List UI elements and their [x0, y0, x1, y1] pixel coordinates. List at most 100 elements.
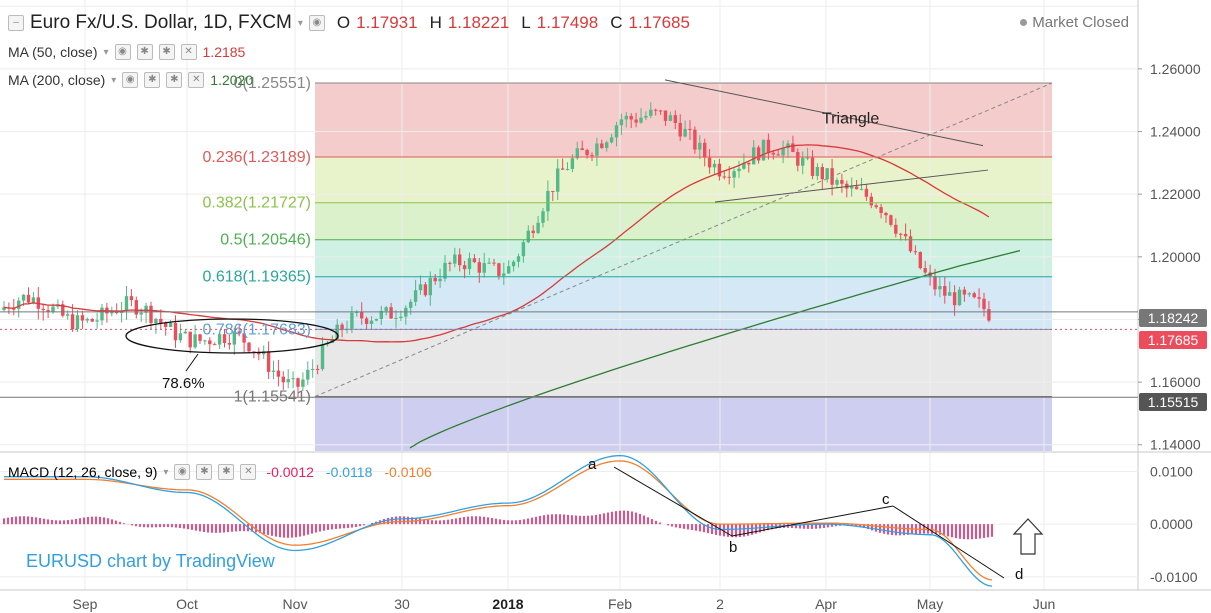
eye-icon[interactable]: ◉	[308, 15, 325, 31]
candle	[786, 140, 790, 158]
candle-body	[634, 119, 638, 123]
candle	[311, 359, 315, 378]
study-name[interactable]: MA (200, close)	[8, 72, 106, 88]
candle	[805, 147, 810, 161]
price-tick-label: 1.24000	[1150, 124, 1201, 140]
candle	[26, 287, 31, 305]
candle-body	[703, 142, 707, 158]
candle-body	[840, 179, 844, 184]
price-label-low: 1.15515	[1139, 393, 1207, 411]
candle	[168, 320, 173, 328]
ma200-line	[409, 249, 1021, 449]
study-ma50[interactable]: MA (50, close) ▾ ◉ ✱ ✱ ✕ 1.2185	[8, 44, 245, 60]
candle	[164, 321, 168, 336]
candle-body	[722, 176, 726, 178]
candle-body	[394, 318, 398, 320]
candle-body	[399, 316, 403, 319]
candle-body	[737, 168, 741, 172]
candle-body	[590, 155, 594, 157]
candle-body	[487, 262, 491, 264]
candlestick-series[interactable]	[2, 102, 991, 398]
close-icon[interactable]: ✕	[188, 72, 205, 88]
settings-icon[interactable]: ✱	[218, 464, 235, 480]
gear-icon[interactable]: ✱	[144, 72, 161, 88]
candle-body	[560, 168, 565, 170]
fib-level-label: 0(1.25551)	[234, 75, 311, 92]
candle-body	[717, 163, 722, 177]
candle	[560, 158, 565, 170]
candle-body	[26, 294, 31, 303]
eye-icon[interactable]: ◉	[114, 44, 131, 60]
macd-tick-label: 0.0100	[1150, 463, 1193, 479]
candle	[869, 192, 873, 209]
candle	[884, 211, 888, 223]
macd-name[interactable]: MACD (12, 26, close, 9)	[8, 464, 158, 480]
settings-icon[interactable]: ✱	[166, 72, 183, 88]
candle	[448, 261, 452, 272]
price-tick-label: 1.16000	[1150, 374, 1201, 390]
gear-icon[interactable]: ✱	[136, 44, 153, 60]
fib-level-label: 0.382(1.21727)	[202, 195, 311, 212]
candle	[668, 111, 673, 122]
candle-body	[472, 258, 477, 263]
drawing-tools[interactable]: 0(1.25551) 0.236(1.23189) 0.382(1.21727) 0.…	[0, 75, 1138, 406]
candle	[423, 282, 428, 297]
candle	[658, 109, 663, 115]
candle-body	[61, 304, 65, 316]
candle-body	[649, 109, 653, 116]
candle-body	[952, 292, 957, 306]
candle-body	[854, 186, 859, 190]
candle-body	[938, 285, 942, 290]
candle	[56, 299, 60, 310]
candle-body	[315, 368, 320, 370]
settings-icon[interactable]: ✱	[158, 44, 175, 60]
abcd-line	[892, 505, 1005, 579]
candle-body	[12, 308, 16, 310]
close-icon[interactable]: ✕	[240, 464, 257, 480]
fib-band	[315, 396, 1052, 451]
chevron-down-icon[interactable]: ▾	[297, 17, 303, 29]
candle	[982, 292, 986, 317]
collapse-toggle-icon[interactable]: –	[8, 15, 24, 31]
symbol-title[interactable]: Euro Fx/U.S. Dollar, 1D, FXCM	[30, 12, 292, 33]
fib-level-label: 0.786(1.17683)	[202, 321, 311, 338]
candle	[95, 312, 99, 329]
chevron-down-icon[interactable]: ▾	[163, 466, 169, 478]
fib-band	[315, 202, 1052, 240]
candle-body	[139, 312, 143, 315]
candle	[683, 120, 687, 138]
candle	[477, 258, 481, 283]
close-icon[interactable]: ✕	[180, 44, 197, 60]
candle-body	[766, 139, 771, 153]
candle-body	[164, 322, 168, 328]
candle-body	[413, 290, 418, 302]
tradingview-watermark: EURUSD chart by TradingView	[26, 551, 275, 571]
candle-body	[296, 378, 300, 387]
candle	[85, 317, 89, 323]
candle	[257, 347, 261, 361]
time-axis[interactable]: Sep Oct Nov 30 2018 Feb 2 Apr May Jun	[73, 596, 1056, 612]
study-name[interactable]: MA (50, close)	[8, 44, 98, 60]
candle	[952, 285, 957, 316]
gear-icon[interactable]: ✱	[196, 464, 213, 480]
macd-header[interactable]: MACD (12, 26, close, 9) ▾ ◉ ✱ ✱ ✕ -0.001…	[8, 464, 432, 480]
candle-body	[291, 378, 295, 380]
candle-body	[129, 296, 134, 301]
candle	[526, 225, 530, 244]
candle-body	[306, 369, 310, 380]
chevron-down-icon[interactable]: ▾	[103, 46, 109, 58]
candle-body	[183, 331, 187, 334]
candle-body	[511, 261, 516, 267]
candle	[521, 239, 526, 263]
candle-body	[629, 115, 633, 120]
chevron-down-icon[interactable]: ▾	[111, 74, 117, 86]
candle-body	[453, 254, 457, 264]
candle	[850, 177, 854, 197]
candle	[556, 159, 560, 200]
candle	[115, 303, 119, 315]
candle	[320, 336, 325, 371]
candle	[222, 328, 227, 348]
eye-icon[interactable]: ◉	[174, 464, 191, 480]
eye-icon[interactable]: ◉	[122, 72, 139, 88]
study-ma200[interactable]: MA (200, close) ▾ ◉ ✱ ✱ ✕ 1.2020	[8, 72, 253, 88]
